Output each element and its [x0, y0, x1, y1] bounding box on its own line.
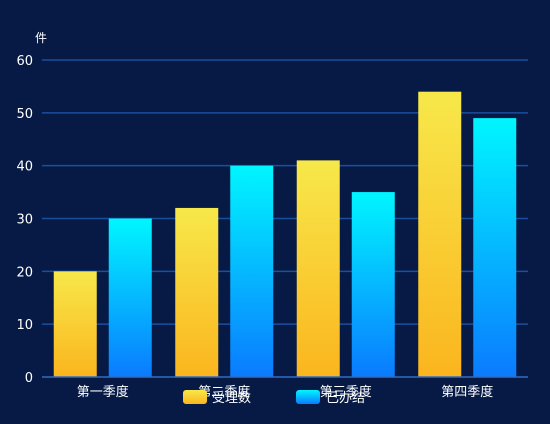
x-axis-categories: 第一季度 第二季度 第三季度 第四季度	[77, 384, 494, 400]
y-axis-ticks: 0 10 20 30 40 50 60	[16, 54, 33, 386]
legend[interactable]: 受理数 已办结	[183, 390, 365, 406]
bar-completed-q4[interactable]	[473, 118, 517, 377]
legend-label-received: 受理数	[212, 391, 251, 406]
bar-received-q4[interactable]	[418, 91, 462, 377]
bar-completed-q1[interactable]	[108, 218, 152, 378]
bar-received-q3[interactable]	[296, 160, 340, 377]
x-category-label-q3: 第三季度	[320, 384, 372, 400]
x-category-label-q2: 第二季度	[198, 384, 250, 400]
x-category-label-q4: 第四季度	[441, 384, 493, 400]
legend-label-completed: 已办结	[326, 391, 365, 406]
y-tick-label-20: 20	[16, 265, 33, 280]
bar-completed-q3[interactable]	[351, 192, 395, 377]
bar-received-q2[interactable]	[175, 207, 219, 377]
legend-swatch-received	[183, 390, 207, 404]
y-tick-label-60: 60	[16, 54, 33, 69]
legend-item-completed[interactable]: 已办结	[296, 390, 365, 406]
y-tick-label-30: 30	[16, 213, 33, 228]
y-tick-label-40: 40	[16, 160, 33, 175]
legend-item-received[interactable]: 受理数	[183, 390, 251, 406]
y-tick-label-10: 10	[16, 318, 33, 333]
x-category-label-q1: 第一季度	[77, 384, 129, 400]
bar-completed-q2[interactable]	[230, 165, 274, 377]
y-axis-unit-label: 件	[35, 31, 47, 45]
bars	[53, 91, 517, 378]
y-tick-label-50: 50	[16, 107, 33, 122]
bar-received-q1[interactable]	[53, 271, 97, 377]
legend-swatch-completed	[296, 390, 320, 404]
y-tick-label-0: 0	[25, 371, 33, 386]
